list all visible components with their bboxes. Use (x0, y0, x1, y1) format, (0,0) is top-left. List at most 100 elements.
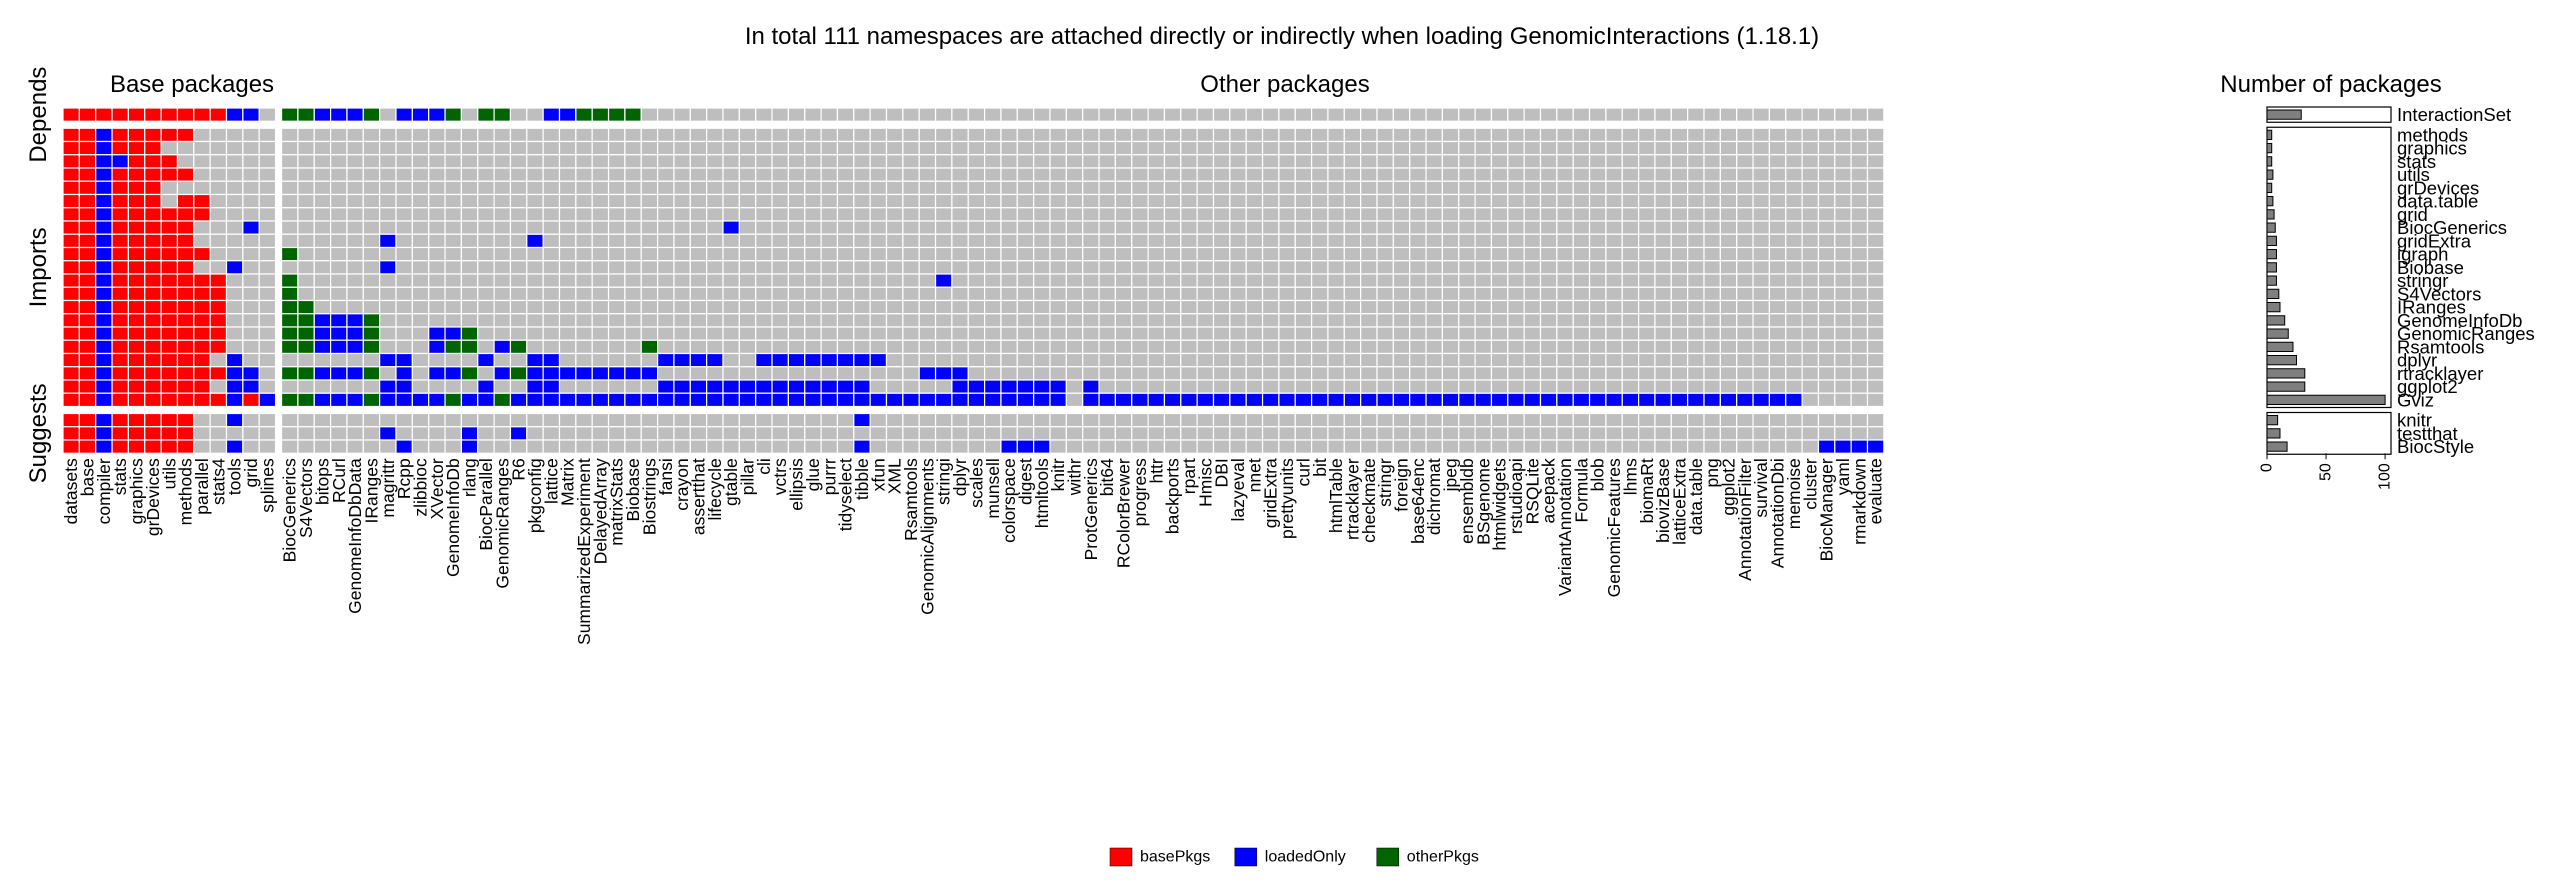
heatmap-cell-interactionset-latticeextra (1670, 107, 1689, 122)
heatmap-cell-methods-yaml (1834, 127, 1852, 143)
heatmap-cell-dplyr-prettyunits (1278, 352, 1296, 368)
heatmap-cell-genomicranges-cli (755, 326, 773, 341)
heatmap-cell-stringr-matrix (558, 273, 577, 288)
legend-swatch-loadedonly (1234, 847, 1258, 867)
heatmap-cell-gridextra-glue (804, 233, 822, 249)
heatmap-cell-s4vectors-biocmanager (1817, 286, 1836, 302)
heatmap-cell-knitr-protgenerics (1082, 412, 1100, 428)
heatmap-cell-stringr-acepack (1539, 273, 1558, 288)
heatmap-cell-testthat-stringi (934, 426, 953, 441)
heatmap-cell-data-table-matrixstats (607, 193, 626, 209)
heatmap-cell-stats-xfun (869, 154, 888, 169)
heatmap-cell-stats-r6 (509, 154, 528, 169)
heatmap-cell-igraph-lattice (542, 246, 561, 262)
heatmap-cell-grdevices-grdevices (144, 180, 162, 196)
heatmap-cell-stats-pillar (738, 154, 757, 169)
heatmap-cell-biobase-htmltools (1033, 260, 1051, 275)
heatmap-cell-biobase-tools (225, 260, 244, 275)
heatmap-cell-grdevices-cluster (1801, 180, 1820, 196)
heatmap-cell-s4vectors-cli (755, 286, 773, 302)
heatmap-cell-stringr-graphics (127, 273, 146, 288)
heatmap-cell-dplyr-jpeg (1441, 352, 1460, 368)
heatmap-cell-stats-curl (1294, 154, 1313, 169)
heatmap-cell-biobase-cluster (1801, 260, 1820, 275)
heatmap-cell-testthat-biovizbase (1654, 426, 1672, 441)
column-label-tidyselect: tidyselect (836, 458, 856, 531)
heatmap-cell-interactionset-lattice (542, 107, 561, 122)
heatmap-cell-testthat-bit64 (1098, 426, 1117, 441)
heatmap-cell-s4vectors-survival (1752, 286, 1771, 302)
heatmap-cell-genomeinfodb-lhms (1621, 313, 1640, 328)
heatmap-cell-grid-xvector (428, 207, 446, 222)
heatmap-cell-genomicranges-glue (804, 326, 822, 341)
heatmap-cell-grdevices-data-table (1687, 180, 1705, 196)
heatmap-cell-gviz-biovizbase (1654, 392, 1672, 408)
heatmap-cell-rsamtools-bsgenome (1474, 339, 1493, 355)
heatmap-cell-rsamtools-parallel (193, 339, 211, 355)
heatmap-cell-grdevices-digest (1016, 180, 1035, 196)
heatmap-cell-data-table-knitr (1049, 193, 1067, 209)
heatmap-cell-biocgenerics-rsqlite (1523, 220, 1542, 235)
heatmap-cell-methods-methods (176, 127, 195, 143)
heatmap-cell-utils-matrix (558, 167, 577, 182)
heatmap-cell-biocstyle-annotationfilter (1736, 439, 1754, 454)
heatmap-cell-biocgenerics-biocparallel (477, 220, 495, 235)
heatmap-cell-grdevices-biocgenerics (280, 180, 299, 196)
heatmap-cell-gviz-formula (1572, 392, 1591, 408)
heatmap-cell-rtracklayer-gridextra (1261, 366, 1280, 381)
heatmap-cell-utils-methods (176, 167, 195, 182)
heatmap-cell-gridextra-digest (1016, 233, 1035, 249)
heatmap-cell-biocgenerics-munsell (983, 220, 1002, 235)
heatmap-cell-knitr-s4vectors (297, 412, 315, 428)
heatmap-cell-iranges-rmarkdown (1850, 299, 1869, 315)
heatmap-cell-methods-evaluate (1866, 127, 1885, 143)
heatmap-cell-graphics-curl (1294, 140, 1313, 156)
heatmap-cell-rtracklayer-dplyr (951, 366, 969, 381)
heatmap-cell-methods-bit (1310, 127, 1329, 143)
heatmap-cell-testthat-utils (160, 426, 179, 441)
heatmap-cell-grid-rcurl (330, 207, 348, 222)
heatmap-cell-rsamtools-purrr (820, 339, 839, 355)
heatmap-cell-gviz-blob (1588, 392, 1607, 408)
heatmap-cell-biocgenerics-vctrs (771, 220, 789, 235)
heatmap-cell-grdevices-latticeextra (1670, 180, 1689, 196)
heatmap-cell-genomicranges-digest (1016, 326, 1035, 341)
heatmap-cell-graphics-rcolorbrewer (1114, 140, 1133, 156)
heatmap-cell-stringr-rsamtools (902, 273, 920, 288)
heatmap-cell-dplyr-htmltools (1033, 352, 1051, 368)
heatmap-cell-iranges-ggplot2 (1719, 299, 1738, 315)
heatmap-cell-stats-bit64 (1098, 154, 1117, 169)
heatmap-cell-knitr-rmarkdown (1850, 412, 1869, 428)
heatmap-cell-rtracklayer-graphics (127, 366, 146, 381)
heatmap-cell-dplyr-graphics (127, 352, 146, 368)
heatmap-cell-genomeinfodb-rcpp (395, 313, 413, 328)
heatmap-cell-utils-tidyselect (836, 167, 855, 182)
heatmap-cell-ggplot2-summarizedexperiment (575, 379, 593, 394)
heatmap-cell-utils-base (78, 167, 97, 182)
heatmap-cell-grdevices-hmisc (1196, 180, 1215, 196)
heatmap-cell-gviz-grdevices (144, 392, 162, 408)
heatmap-cell-interactionset-colorspace (1000, 107, 1018, 122)
heatmap-cell-gviz-genomeinfodbdata (346, 392, 364, 408)
heatmap-cell-biobase-colorspace (1000, 260, 1018, 275)
heatmap-cell-rsamtools-rtracklayer (1343, 339, 1362, 355)
heatmap-cell-rtracklayer-scales (967, 366, 986, 381)
heatmap-cell-biocstyle-latticeextra (1670, 439, 1689, 454)
heatmap-cell-igraph-purrr (820, 246, 839, 262)
heatmap-cell-stats-base (78, 154, 97, 169)
heatmap-cell-utils-yaml (1834, 167, 1852, 182)
heatmap-cell-ggplot2-genomeinfodb (444, 379, 462, 394)
heatmap-cell-biocgenerics-blob (1588, 220, 1607, 235)
heatmap-cell-stats-survival (1752, 154, 1771, 169)
heatmap-cell-rsamtools-genomeinfodb (444, 339, 462, 355)
column-label-dplyr: dplyr (950, 458, 970, 496)
heatmap-cell-s4vectors-biocparallel (477, 286, 495, 302)
heatmap-cell-graphics-dplyr (951, 140, 969, 156)
heatmap-cell-rsamtools-delayedarray (591, 339, 610, 355)
heatmap-cell-genomeinfodb-latticeextra (1670, 313, 1689, 328)
heatmap-cell-testthat-vctrs (771, 426, 789, 441)
heatmap-cell-genomicranges-lifecycle (706, 326, 724, 341)
heatmap-cell-grid-progress (1131, 207, 1149, 222)
heatmap-cell-ggplot2-annotationfilter (1736, 379, 1754, 394)
heatmap-cell-igraph-protgenerics (1082, 246, 1100, 262)
